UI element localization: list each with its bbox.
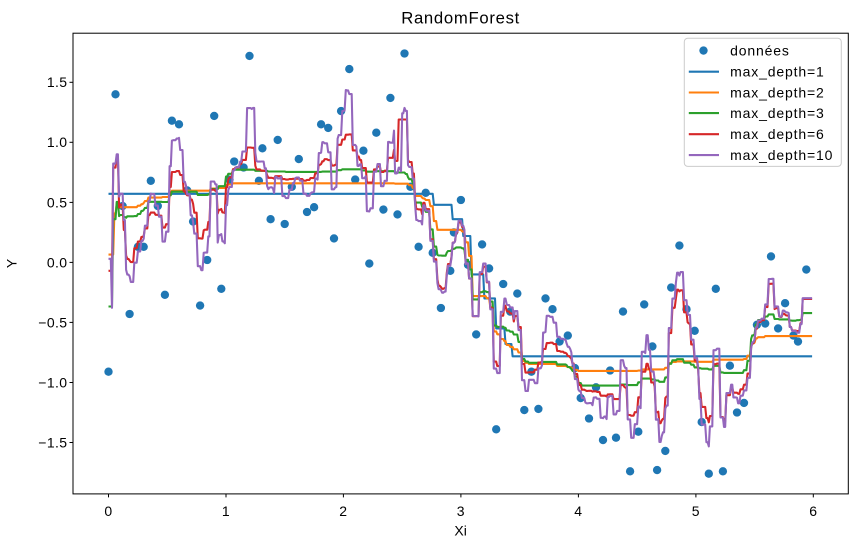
- svg-text:2: 2: [339, 503, 347, 519]
- svg-text:1.5: 1.5: [47, 74, 68, 90]
- svg-text:max_depth=3: max_depth=3: [730, 105, 825, 121]
- svg-text:−1.5: −1.5: [38, 434, 67, 450]
- svg-text:−0.5: −0.5: [38, 314, 67, 330]
- svg-text:3: 3: [457, 503, 465, 519]
- svg-text:max_depth=10: max_depth=10: [730, 147, 833, 163]
- svg-text:max_depth=2: max_depth=2: [730, 84, 825, 100]
- svg-text:1: 1: [222, 503, 230, 519]
- svg-text:RandomForest: RandomForest: [401, 9, 520, 28]
- svg-text:0.0: 0.0: [47, 254, 68, 270]
- svg-text:Y: Y: [4, 258, 20, 268]
- svg-text:0.5: 0.5: [47, 194, 68, 210]
- svg-text:Xi: Xi: [454, 523, 466, 539]
- svg-text:4: 4: [574, 503, 582, 519]
- svg-text:max_depth=1: max_depth=1: [730, 64, 825, 80]
- svg-text:5: 5: [692, 503, 700, 519]
- svg-text:max_depth=6: max_depth=6: [730, 126, 825, 142]
- svg-text:données: données: [730, 43, 790, 59]
- svg-text:−1.0: −1.0: [38, 374, 67, 390]
- svg-text:1.0: 1.0: [47, 134, 68, 150]
- svg-text:0: 0: [104, 503, 112, 519]
- svg-text:6: 6: [809, 503, 817, 519]
